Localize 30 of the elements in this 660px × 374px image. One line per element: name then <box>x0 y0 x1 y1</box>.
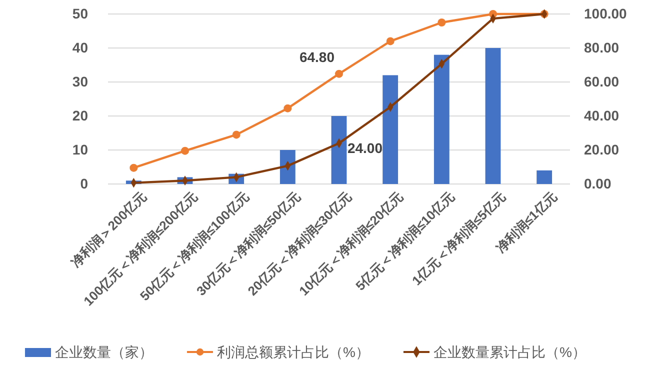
data-label: 24.00 <box>347 140 383 156</box>
legend-label: 利润总额累计占比（%） <box>217 344 370 360</box>
point <box>181 146 189 155</box>
y-tick-label: 30 <box>72 73 88 90</box>
y2-tick-label: 20.00 <box>584 141 620 158</box>
y-tick-label: 40 <box>72 39 88 56</box>
legend-label: 企业数量（家） <box>55 344 153 360</box>
point <box>130 164 138 172</box>
point <box>232 130 240 139</box>
y2-tick-label: 80.00 <box>584 39 620 56</box>
y-tick-label: 50 <box>72 5 88 22</box>
bar <box>382 75 398 184</box>
point <box>386 37 394 46</box>
bar <box>280 150 296 184</box>
bar <box>536 170 552 184</box>
y2-tick-label: 60.00 <box>584 73 620 90</box>
point <box>438 18 446 26</box>
y-tick-label: 10 <box>72 141 88 158</box>
y2-tick-label: 100.00 <box>584 5 628 22</box>
bar <box>331 116 347 184</box>
y2-tick-label: 0.00 <box>584 175 612 192</box>
y-tick-label: 0 <box>80 175 88 192</box>
bar <box>485 48 501 184</box>
bar <box>434 54 450 184</box>
point <box>284 104 292 112</box>
y-tick-label: 20 <box>72 107 88 124</box>
y2-tick-label: 40.00 <box>584 107 620 124</box>
legend-label: 企业数量累计占比（%） <box>433 344 586 360</box>
data-label: 64.80 <box>299 48 335 65</box>
point <box>335 70 343 78</box>
